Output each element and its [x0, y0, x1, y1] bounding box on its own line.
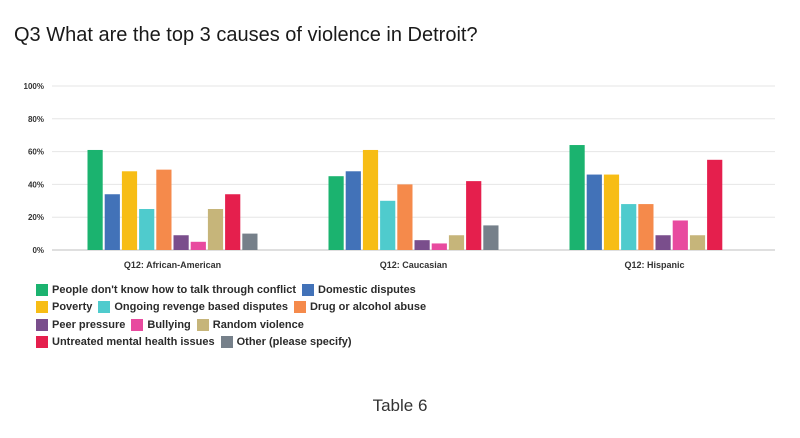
legend-item: Drug or alcohol abuse: [293, 301, 427, 314]
bar: [689, 235, 706, 250]
bar: [638, 204, 654, 250]
bar: [448, 235, 465, 250]
legend-label: Random violence: [212, 318, 304, 331]
legend-swatch: [302, 283, 314, 296]
bar: [483, 225, 499, 250]
legend-item: Peer pressure: [36, 318, 126, 331]
legend-label: Peer pressure: [52, 318, 126, 331]
legend-swatch: [196, 318, 209, 331]
bar-chart: 0% 20% 40% 60% 80% 100% Q12: African-American Q…: [24, 82, 775, 270]
legend-row: Peer pressure Bullying Random violence: [36, 316, 432, 334]
y-tick-label: 60%: [28, 148, 44, 157]
legend-label: People don't know how to talk through co…: [52, 283, 296, 296]
legend-label: Drug or alcohol abuse: [309, 301, 427, 314]
legend-label: Ongoing revenge based disputes: [114, 301, 288, 314]
y-tick-label: 80%: [28, 115, 44, 124]
legend-label: Other (please specify): [236, 336, 352, 349]
table-caption: Table 6: [372, 396, 428, 415]
x-tick-label: Q12: African-American: [124, 260, 221, 270]
bar: [87, 149, 103, 250]
y-tick-label: 0%: [32, 246, 44, 255]
bar: [345, 171, 361, 250]
bar: [586, 174, 602, 250]
bar: [414, 240, 430, 250]
bar: [173, 235, 189, 250]
legend-item: Poverty: [36, 301, 93, 314]
bar: [156, 169, 172, 250]
chart-legend: People don't know how to talk through co…: [36, 281, 432, 351]
legend-item: Untreated mental health issues: [36, 336, 215, 349]
legend-label: Bullying: [147, 318, 191, 331]
legend-item: Other (please specify): [220, 336, 352, 349]
bar: [190, 241, 206, 250]
bar: [655, 235, 671, 250]
legend-label: Untreated mental health issues: [52, 336, 215, 349]
y-tick-label: 40%: [28, 180, 44, 189]
bar: [380, 200, 396, 250]
chart-title: Q3 What are the top 3 causes of violence…: [14, 24, 478, 46]
legend-row: Untreated mental health issues Other (ple…: [36, 334, 432, 352]
x-tick-label: Q12: Hispanic: [624, 260, 684, 270]
bar: [225, 194, 241, 250]
legend-swatch: [131, 318, 144, 331]
bar: [328, 176, 344, 250]
bar: [397, 184, 413, 250]
x-tick-label: Q12: Caucasian: [380, 260, 448, 270]
legend-swatch: [220, 336, 233, 349]
legend-item: Random violence: [196, 318, 304, 331]
legend-item: Bullying: [131, 318, 191, 331]
bar: [569, 145, 585, 250]
y-tick-label: 20%: [28, 213, 44, 222]
bar: [139, 209, 155, 250]
legend-swatch: [36, 283, 48, 296]
legend-swatch: [36, 301, 48, 314]
legend-swatch: [98, 301, 111, 314]
bar: [362, 149, 379, 250]
bar: [242, 233, 258, 250]
legend-item: Domestic disputes: [302, 283, 416, 296]
bar: [466, 181, 482, 250]
bar: [621, 204, 637, 250]
legend-item: Ongoing revenge based disputes: [98, 301, 288, 314]
legend-swatch: [36, 318, 48, 331]
bar: [672, 220, 688, 250]
bar: [431, 243, 447, 250]
legend-item: People don't know how to talk through co…: [36, 283, 296, 296]
bar: [121, 171, 138, 250]
legend-swatch: [36, 336, 48, 349]
legend-row: People don't know how to talk through co…: [36, 281, 432, 299]
legend-swatch: [293, 301, 306, 314]
bar: [207, 209, 224, 250]
bar: [104, 194, 120, 250]
bar: [603, 174, 620, 250]
legend-label: Poverty: [52, 301, 93, 314]
bar: [707, 159, 723, 250]
y-tick-label: 100%: [24, 82, 44, 91]
legend-row: Poverty Ongoing revenge based disputes Dru…: [36, 299, 432, 317]
legend-label: Domestic disputes: [318, 283, 416, 296]
